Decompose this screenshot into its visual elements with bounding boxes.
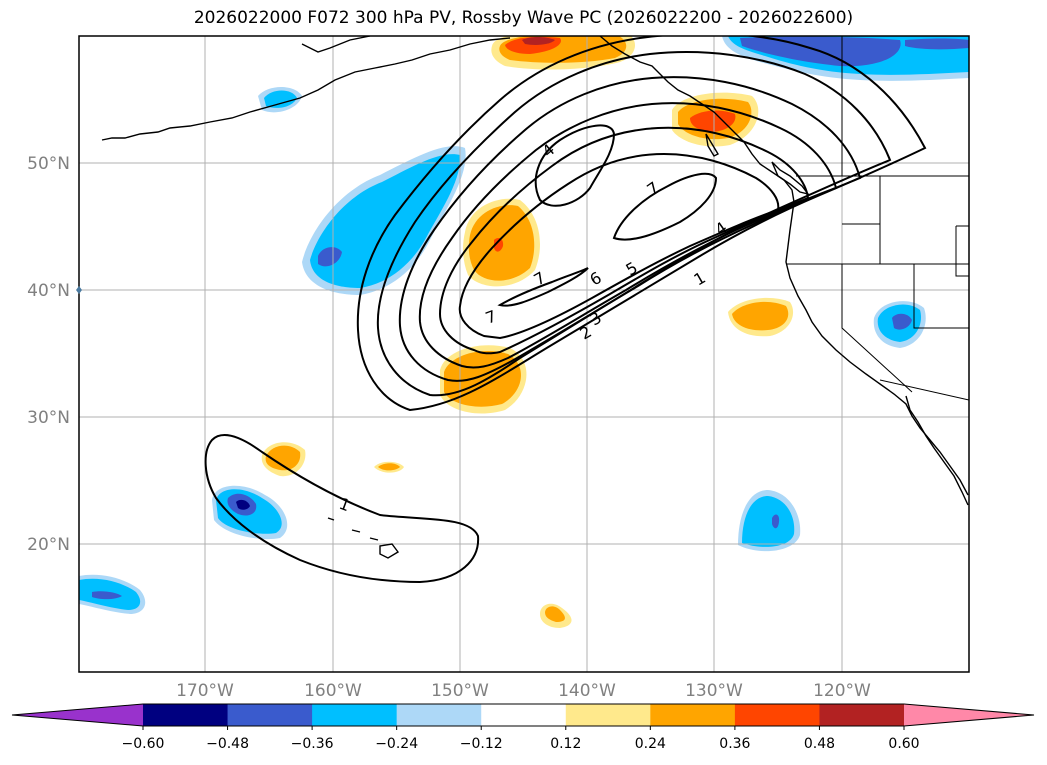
colorbar-tick-label: −0.24 — [375, 736, 418, 752]
colorbar-bin — [227, 704, 313, 726]
coastline-hawaii-big-island — [379, 543, 400, 559]
pv-contour-5 — [438, 126, 810, 355]
colorbar-tick-label: 0.48 — [804, 736, 835, 752]
longitude-labels: 170°W 160°W 150°W 140°W 130°W 120°W — [176, 681, 871, 701]
pv-contour-4 — [418, 102, 838, 369]
pv-contour-1-south — [204, 434, 480, 584]
coastline-hawaii-kauai — [327, 517, 335, 521]
lat-label-30n: 30°N — [27, 408, 70, 428]
lat-label-50n: 50°N — [27, 154, 70, 174]
pv-contour-1 — [356, 36, 927, 412]
colorbar-tick-label: −0.36 — [291, 736, 334, 752]
border-nevada-utah — [913, 264, 969, 329]
colorbar-tick-label: 0.36 — [719, 736, 750, 752]
graticule — [79, 36, 969, 672]
coastline-gulf-alaska-bc — [599, 36, 795, 203]
coastline-baja — [905, 395, 969, 506]
lat-label-40n: 40°N — [27, 281, 70, 301]
pv-contours — [204, 36, 927, 584]
lon-label-160w: 160°W — [304, 681, 362, 701]
lon-label-140w: 140°W — [558, 681, 616, 701]
pv-contour-3 — [398, 76, 862, 382]
colorbar-tick-labels: −0.60 −0.48 −0.36 −0.24 −0.12 0.12 0.24 0.36 0.4… — [122, 726, 920, 752]
map-content: 4 7 4 7 6 5 3 2 1 7 1 — [79, 36, 969, 672]
colorbar-tick-label: −0.48 — [206, 736, 249, 752]
border-interior-states — [955, 225, 969, 277]
lon-label-130w: 130°W — [685, 681, 743, 701]
pv-contour-6 — [458, 152, 780, 340]
anomaly-positive-off-california — [728, 297, 794, 337]
latitude-labels: 50°N 40°N 30°N 20°N — [27, 154, 70, 555]
lon-label-120w: 120°W — [813, 681, 871, 701]
coastlines — [101, 36, 969, 559]
anomaly-negative-mexico-offshore — [738, 490, 801, 552]
colorbar-tick-label: 0.12 — [550, 736, 581, 752]
colorbar-tick-label: 0.24 — [635, 736, 666, 752]
anomaly-positive-west-subtropic — [261, 442, 306, 477]
anomaly-positive-small-center — [374, 461, 404, 473]
pv-contour-inner-4 — [534, 124, 616, 207]
colorbar-bin — [819, 704, 905, 726]
anomaly-positive-se-alaska — [672, 92, 759, 147]
colorbar-bin — [734, 704, 820, 726]
colorbar-bin — [565, 704, 651, 726]
anomaly-negative-hawaii-west — [212, 485, 288, 540]
lat-label-20n: 20°N — [27, 535, 70, 555]
colorbar-bin — [481, 704, 567, 726]
border-us-mexico — [879, 379, 969, 401]
lon-label-150w: 150°W — [431, 681, 489, 701]
pv-contour-inner-7-left — [497, 267, 589, 307]
colorbar-tick-label: −0.60 — [122, 736, 165, 752]
coastline-hawaii-oahu — [351, 529, 361, 533]
colorbar-bin — [650, 704, 736, 726]
lon-label-170w: 170°W — [176, 681, 234, 701]
map-title: 2026022000 F072 300 hPa PV, Rossby Wave … — [193, 8, 854, 28]
colorbar-bin — [143, 704, 229, 726]
coastline-hawaii-maui — [369, 537, 379, 541]
colorbar-extend-low — [12, 704, 143, 726]
coastline-haida-gwaii — [705, 133, 719, 157]
colorbar-tick-label: −0.12 — [460, 736, 503, 752]
coastline-alaska-west — [301, 36, 371, 53]
anomaly-negative-central-pacific — [302, 146, 466, 295]
coastline-alaska-aleutians — [101, 37, 511, 141]
anomaly-negative-canada-north — [722, 36, 969, 81]
anomaly-positive-tropical-small — [540, 603, 572, 628]
colorbar — [11, 703, 1035, 727]
pv-contour-inner-7-right — [612, 172, 718, 241]
anomaly-negative-nevada — [873, 301, 926, 348]
colorbar-extend-high — [904, 704, 1034, 726]
colorbar-bin — [396, 704, 482, 726]
edge-marker — [76, 286, 82, 294]
border-california-nevada — [841, 264, 913, 393]
anomaly-positive-north-gulf — [491, 36, 635, 70]
coastline-us-west — [785, 201, 969, 496]
anomaly-shading — [79, 36, 969, 628]
political-borders — [786, 36, 969, 401]
anomaly-negative-far-west — [79, 574, 146, 614]
map-frame — [78, 35, 970, 673]
colorbar-tick-label: 0.60 — [888, 736, 919, 752]
colorbar-bin — [312, 704, 398, 726]
